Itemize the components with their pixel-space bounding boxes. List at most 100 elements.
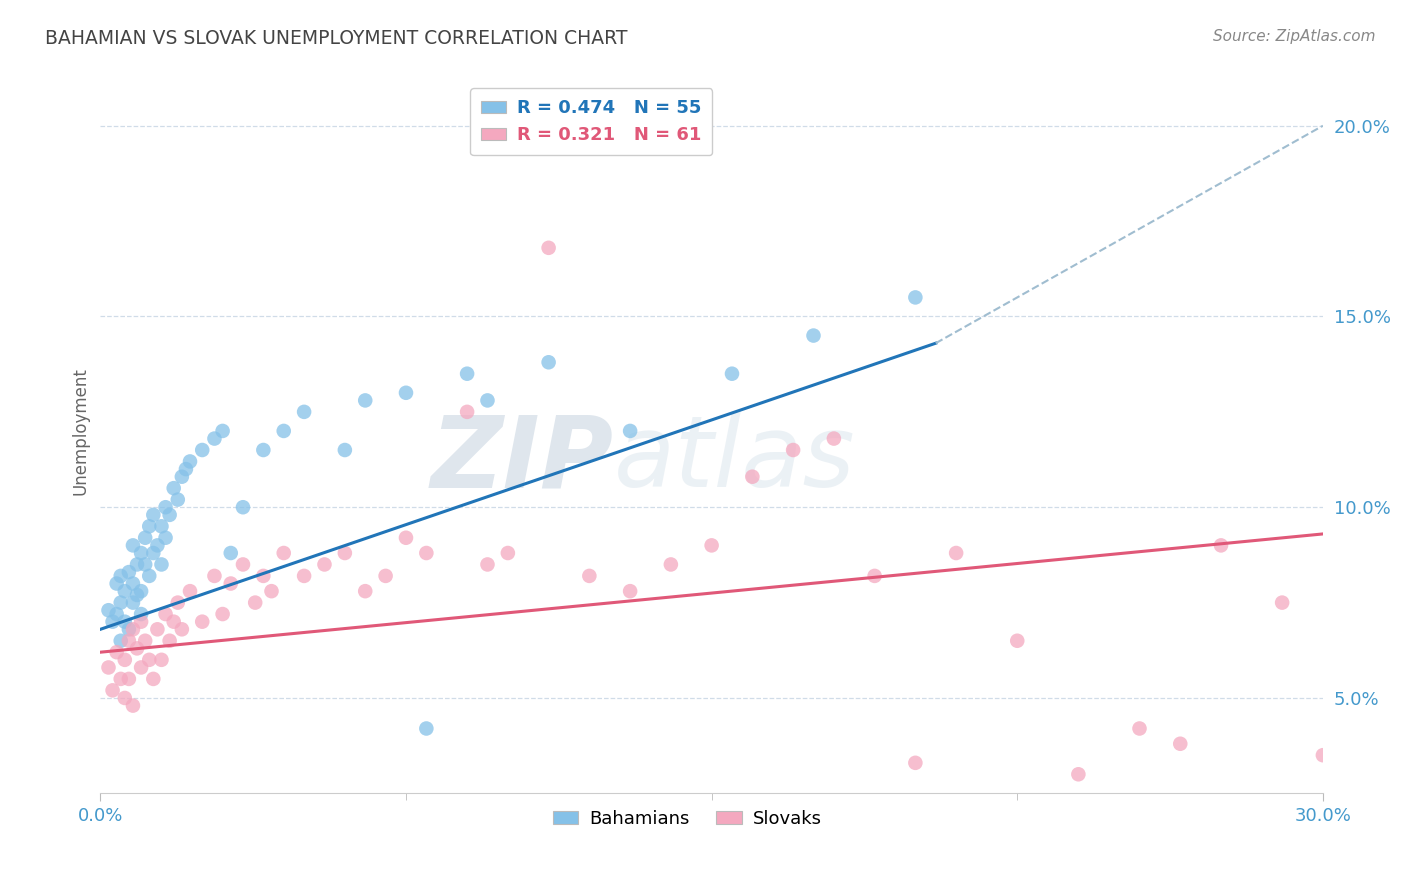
Point	[204, 569, 226, 583]
Point	[354, 584, 377, 599]
Point	[129, 584, 152, 599]
Point	[1067, 767, 1090, 781]
Point	[174, 462, 197, 476]
Point	[245, 596, 267, 610]
Point	[118, 633, 141, 648]
Point	[155, 500, 177, 515]
Point	[142, 672, 165, 686]
Point	[97, 660, 120, 674]
Text: atlas: atlas	[614, 411, 855, 508]
Point	[741, 469, 763, 483]
Point	[142, 508, 165, 522]
Point	[211, 424, 233, 438]
Point	[232, 558, 254, 572]
Point	[122, 623, 145, 637]
Point	[125, 558, 148, 572]
Point	[415, 722, 437, 736]
Point	[114, 615, 136, 629]
Point	[191, 442, 214, 457]
Point	[101, 615, 124, 629]
Point	[1312, 748, 1334, 763]
Point	[114, 584, 136, 599]
Point	[252, 569, 274, 583]
Point	[456, 367, 478, 381]
Point	[803, 328, 825, 343]
Point	[142, 546, 165, 560]
Point	[537, 241, 560, 255]
Point	[166, 492, 188, 507]
Point	[146, 623, 169, 637]
Point	[477, 558, 499, 572]
Point	[105, 607, 128, 621]
Point	[578, 569, 600, 583]
Point	[134, 558, 156, 572]
Point	[159, 508, 181, 522]
Point	[354, 393, 377, 408]
Point	[211, 607, 233, 621]
Point	[659, 558, 682, 572]
Point	[904, 756, 927, 770]
Point	[619, 584, 641, 599]
Point	[333, 442, 356, 457]
Point	[1271, 596, 1294, 610]
Point	[782, 442, 804, 457]
Point	[1209, 538, 1232, 552]
Point	[122, 538, 145, 552]
Point	[273, 424, 295, 438]
Point	[114, 653, 136, 667]
Point	[146, 538, 169, 552]
Point	[260, 584, 283, 599]
Point	[118, 565, 141, 579]
Point	[138, 569, 160, 583]
Point	[125, 588, 148, 602]
Point	[170, 469, 193, 483]
Point	[219, 546, 242, 560]
Point	[129, 546, 152, 560]
Point	[374, 569, 396, 583]
Point	[150, 653, 173, 667]
Point	[134, 531, 156, 545]
Y-axis label: Unemployment: Unemployment	[72, 367, 89, 495]
Point	[700, 538, 723, 552]
Point	[619, 424, 641, 438]
Point	[415, 546, 437, 560]
Point	[105, 645, 128, 659]
Point	[1007, 633, 1029, 648]
Point	[122, 698, 145, 713]
Point	[395, 385, 418, 400]
Point	[496, 546, 519, 560]
Point	[456, 405, 478, 419]
Point	[477, 393, 499, 408]
Point	[904, 290, 927, 304]
Text: ZIP: ZIP	[430, 411, 614, 508]
Point	[721, 367, 744, 381]
Point	[863, 569, 886, 583]
Point	[1128, 722, 1150, 736]
Point	[138, 653, 160, 667]
Point	[1168, 737, 1191, 751]
Point	[823, 432, 845, 446]
Point	[273, 546, 295, 560]
Point	[159, 633, 181, 648]
Point	[129, 660, 152, 674]
Text: Source: ZipAtlas.com: Source: ZipAtlas.com	[1212, 29, 1375, 44]
Point	[129, 615, 152, 629]
Point	[945, 546, 967, 560]
Point	[179, 454, 201, 468]
Text: BAHAMIAN VS SLOVAK UNEMPLOYMENT CORRELATION CHART: BAHAMIAN VS SLOVAK UNEMPLOYMENT CORRELAT…	[45, 29, 627, 47]
Point	[150, 558, 173, 572]
Point	[163, 481, 186, 495]
Point	[105, 576, 128, 591]
Point	[110, 672, 132, 686]
Point	[110, 633, 132, 648]
Point	[97, 603, 120, 617]
Point	[292, 405, 315, 419]
Point	[118, 623, 141, 637]
Point	[150, 519, 173, 533]
Point	[537, 355, 560, 369]
Point	[314, 558, 336, 572]
Point	[134, 633, 156, 648]
Point	[125, 641, 148, 656]
Point	[219, 576, 242, 591]
Point	[129, 607, 152, 621]
